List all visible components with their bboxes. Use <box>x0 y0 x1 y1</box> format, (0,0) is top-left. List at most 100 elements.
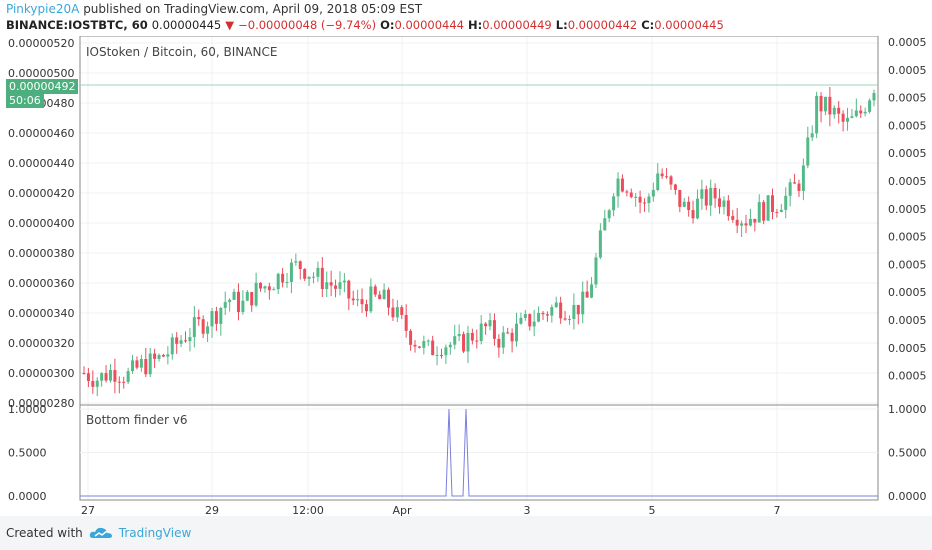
indicator-right-tick: 0.0000 <box>888 490 927 503</box>
candle-body <box>590 284 594 298</box>
candle-body <box>722 200 726 207</box>
candle-body <box>492 320 496 339</box>
candle-body <box>718 198 722 207</box>
candle-body <box>691 210 695 219</box>
candle-body <box>779 209 783 212</box>
candle-body <box>409 330 413 345</box>
candle-body <box>541 312 545 315</box>
right-axis-tick: 0.0005 <box>888 258 927 271</box>
author-link[interactable]: Pinkypie20A <box>6 2 80 16</box>
candle-body <box>122 381 126 383</box>
candle-body <box>528 314 532 327</box>
publish-header: Pinkypie20A published on TradingView.com… <box>6 2 422 16</box>
candle-body <box>320 267 324 290</box>
candle-body <box>373 286 377 295</box>
candle-body <box>387 289 391 308</box>
candle-body <box>272 289 276 291</box>
right-axis-tick: 0.0005 <box>888 286 927 299</box>
left-axis-tick: 0.00000440 <box>8 157 74 170</box>
candle-body <box>612 196 616 211</box>
candle-body <box>656 173 660 190</box>
candle-body <box>695 198 699 219</box>
candle-body <box>82 373 86 374</box>
indicator-right-tick: 1.0000 <box>888 403 927 416</box>
right-axis-tick: 0.0005 <box>888 342 927 355</box>
candle-body <box>581 291 585 315</box>
candle-body <box>488 320 492 327</box>
candle-body <box>643 202 647 204</box>
candle-body <box>228 299 232 303</box>
right-axis-tick: 0.0005 <box>888 147 927 160</box>
candle-body <box>788 182 792 196</box>
candle-body <box>166 354 170 357</box>
candle-body <box>620 178 624 192</box>
right-axis-tick: 0.0005 <box>888 36 927 49</box>
candle-body <box>245 292 249 301</box>
candle-body <box>770 195 774 212</box>
candle-body <box>395 307 399 318</box>
candle-body <box>484 323 488 327</box>
left-axis-tick: 0.00000360 <box>8 277 74 290</box>
candle-body <box>342 280 346 283</box>
candle-body <box>192 317 196 338</box>
left-axis-tick: 0.00000500 <box>8 67 74 80</box>
candle-body <box>426 340 430 342</box>
candle-body <box>550 307 554 316</box>
candle-body <box>669 176 673 185</box>
candle-body <box>338 282 342 289</box>
left-axis-tick: 0.00000340 <box>8 307 74 320</box>
candle-body <box>250 292 254 306</box>
candle-body <box>382 289 386 300</box>
candle-body <box>868 100 872 112</box>
chart-canvas[interactable]: 0.000005200.000005000.000004800.00000460… <box>0 36 932 516</box>
candle-body <box>91 380 95 387</box>
candle-body <box>665 176 669 178</box>
tradingview-link[interactable]: TradingView <box>118 526 192 540</box>
candle-body <box>325 282 329 290</box>
candle-body <box>303 268 307 279</box>
candle-body <box>793 182 797 184</box>
candle-body <box>184 340 188 342</box>
candle-body <box>475 340 479 342</box>
candle-body <box>753 218 757 223</box>
symbol-header: BINANCE:IOSTBTC, 60 0.00000445 ▼ −0.0000… <box>6 18 724 32</box>
candle-body <box>448 344 452 348</box>
candle-body <box>206 326 210 334</box>
candle-body <box>444 347 448 356</box>
open-label: O: <box>380 18 395 32</box>
candle-body <box>470 332 474 341</box>
high-label: H: <box>468 18 483 32</box>
candle-body <box>515 323 519 342</box>
candle-body <box>841 113 845 122</box>
close-value: 0.00000445 <box>654 18 724 32</box>
last-price: 0.00000445 <box>151 18 222 32</box>
time-axis-tick: 12:00 <box>292 504 324 516</box>
candle-body <box>519 317 523 324</box>
candle-body <box>157 354 161 359</box>
candle-body <box>766 195 770 221</box>
right-axis-tick: 0.0005 <box>888 92 927 105</box>
candle-body <box>660 173 664 177</box>
candle-body <box>201 319 205 334</box>
candle-body <box>726 200 730 217</box>
candle-body <box>797 183 801 191</box>
candle-body <box>673 184 677 190</box>
candle-body <box>117 381 121 383</box>
candle-body <box>232 291 236 300</box>
candle-body <box>188 337 192 342</box>
candle-body <box>329 282 333 286</box>
open-value: 0.00000444 <box>394 18 464 32</box>
candle-body <box>854 110 858 117</box>
candle-body <box>501 332 505 348</box>
candle-body <box>236 291 240 312</box>
candle-body <box>241 300 245 312</box>
candle-body <box>567 318 571 320</box>
left-axis-tick: 0.00000460 <box>8 127 74 140</box>
candle-body <box>837 107 841 114</box>
left-axis-tick: 0.00000420 <box>8 187 74 200</box>
candle-body <box>585 291 589 298</box>
right-axis-tick: 0.0005 <box>888 231 927 244</box>
candle-body <box>135 360 139 368</box>
cloud-logo-icon <box>89 527 112 538</box>
candle-body <box>347 280 351 299</box>
